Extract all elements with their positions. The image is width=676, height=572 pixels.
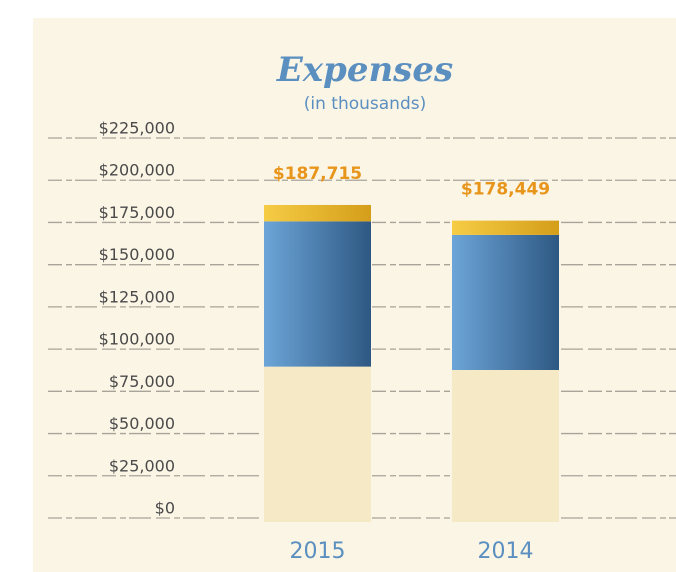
x-tick-label: 2014 xyxy=(478,539,534,564)
total-label: $178,449 xyxy=(461,180,550,200)
y-tick-label: $175,000 xyxy=(99,203,175,222)
y-tick-label: $50,000 xyxy=(109,414,175,433)
chart-subtitle: (in thousands) xyxy=(304,94,426,114)
bar-segment xyxy=(452,220,559,235)
x-tick-label: 2015 xyxy=(290,539,346,564)
bar-segment xyxy=(452,234,559,370)
bar-segment xyxy=(452,370,559,522)
bar-segment xyxy=(264,204,371,222)
y-tick-label: $75,000 xyxy=(109,372,175,391)
y-tick-label: $125,000 xyxy=(99,287,175,306)
bar-segment xyxy=(264,366,371,522)
y-tick-label: $225,000 xyxy=(99,119,175,138)
y-tick-label: $150,000 xyxy=(99,245,175,264)
bar-segment xyxy=(264,221,371,367)
y-tick-label: $100,000 xyxy=(99,330,175,349)
y-tick-label: $200,000 xyxy=(99,161,175,180)
total-label: $187,715 xyxy=(273,164,362,184)
chart-title: Expenses xyxy=(276,50,453,90)
y-tick-label: $0 xyxy=(155,499,175,518)
y-tick-label: $25,000 xyxy=(109,456,175,475)
